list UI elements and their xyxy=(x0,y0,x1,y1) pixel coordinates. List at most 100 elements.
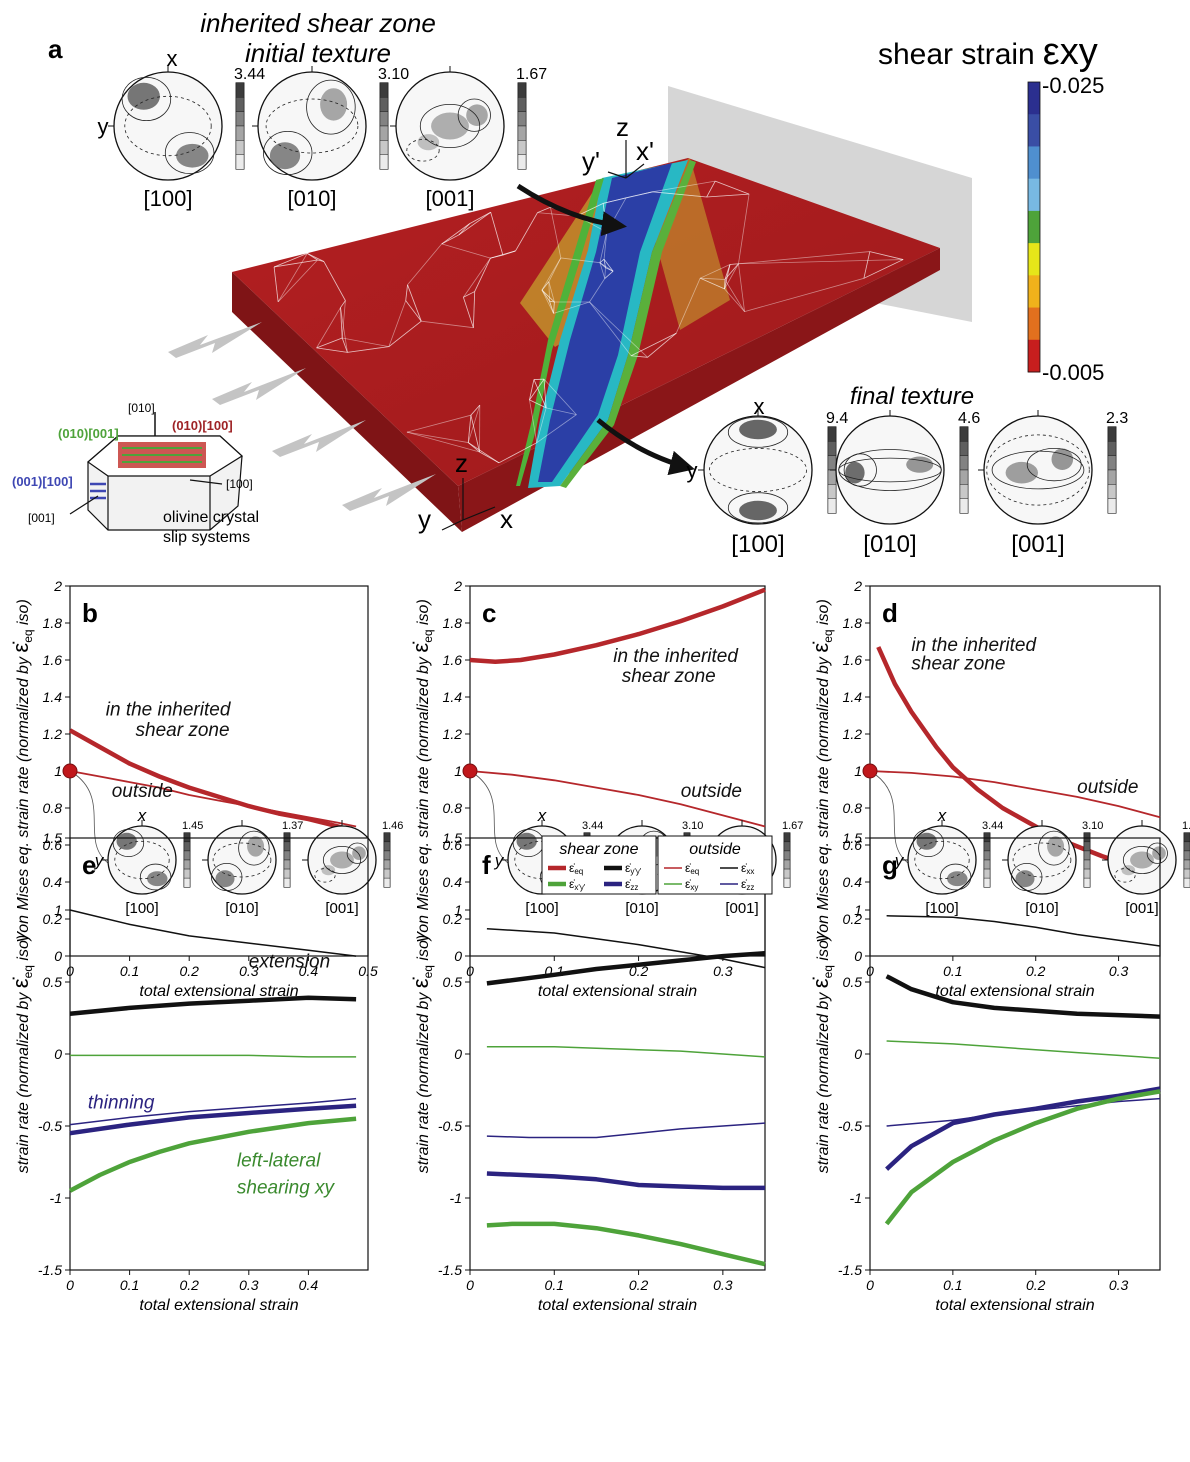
pole-label: [001] xyxy=(1125,900,1158,917)
pole-max-value: 3.10 xyxy=(682,820,703,832)
density-blob xyxy=(739,501,777,520)
y-tick-label: 1.2 xyxy=(843,726,863,742)
pole-figure-010: 3.10[010] xyxy=(1002,820,1103,917)
pole-figure-010: 3.10[010] xyxy=(252,66,409,211)
pole-figure-001: 1.46[001] xyxy=(302,820,403,917)
series-line-0 xyxy=(887,916,1160,946)
y-tick-label: 1.5 xyxy=(443,830,463,846)
y-tick-label: 1.6 xyxy=(443,652,463,668)
chart-annotation: in the inherited xyxy=(106,700,232,721)
panel-letter-d: d xyxy=(882,598,898,628)
y-tick-label: 0.4 xyxy=(843,874,863,890)
y-tick-label: 0.5 xyxy=(43,974,63,990)
x-tick-label: 0.2 xyxy=(629,1277,649,1293)
model-axis-x: x xyxy=(500,504,513,534)
pole-label: [001] xyxy=(325,900,358,917)
chart-annotation: shear zone xyxy=(622,666,716,687)
y-tick-label: 0.4 xyxy=(443,874,463,890)
y-tick-label: 0 xyxy=(54,948,62,964)
series-line-5 xyxy=(487,1224,765,1264)
density-blob xyxy=(322,865,336,875)
x-axis-label: total extensional strain xyxy=(538,1297,697,1314)
series-line-4 xyxy=(487,1174,765,1188)
panel-letter-b: b xyxy=(82,598,98,628)
series-line-1 xyxy=(70,998,356,1014)
density-blob xyxy=(739,420,777,439)
x-tick-label: 0.1 xyxy=(545,1277,564,1293)
colorbar-step xyxy=(1028,82,1040,115)
colorbar-step xyxy=(1028,146,1040,179)
series-line-0 xyxy=(70,910,356,956)
density-blob xyxy=(517,833,537,850)
pole-max-value: 4.6 xyxy=(958,410,980,427)
y-tick-label: 2 xyxy=(453,578,462,594)
pole-axis-x: x xyxy=(167,46,178,71)
x-tick-label: 0.3 xyxy=(713,963,733,979)
shear-axis-x: x' xyxy=(636,136,654,166)
chart-annotation: shear zone xyxy=(136,720,230,741)
y-tick-label: 0.5 xyxy=(843,974,863,990)
density-blob xyxy=(117,833,137,850)
pole-label: [100] xyxy=(144,186,193,211)
pole-max-value: 1.45 xyxy=(182,820,203,832)
y-tick-label: 1.5 xyxy=(43,830,63,846)
series-line-0 xyxy=(487,929,765,968)
pole-label: [010] xyxy=(1025,900,1058,917)
y-tick-label: 1 xyxy=(854,763,862,779)
y-tick-label: 0 xyxy=(454,1046,462,1062)
panel-letter-c: c xyxy=(482,598,496,628)
x-tick-label: 0.1 xyxy=(120,1277,139,1293)
y-tick-label: 0 xyxy=(854,948,862,964)
pole-label: [100] xyxy=(125,900,158,917)
x-axis-label: total extensional strain xyxy=(538,983,697,1000)
density-blob xyxy=(431,113,469,140)
series-line-2 xyxy=(70,1055,356,1057)
pole-label: [001] xyxy=(725,900,758,917)
pole-max-value: 3.44 xyxy=(234,66,265,83)
legend-title-shear: shear zone xyxy=(559,841,638,858)
density-blob xyxy=(1130,852,1154,869)
density-blob xyxy=(215,870,234,887)
slip-010-001: (010)[001] xyxy=(58,426,119,441)
y-tick-label: 1.8 xyxy=(443,615,463,631)
pole-axis-y: y xyxy=(687,458,698,483)
pole-figure-100: 3.44 [100] xyxy=(108,66,265,211)
density-blob xyxy=(947,871,967,886)
colorbar-step xyxy=(1028,340,1040,373)
pole-max-value: 1.67 xyxy=(782,820,803,832)
series-line-2 xyxy=(887,1041,1160,1058)
y-tick-label: 0.4 xyxy=(43,874,63,890)
y-tick-label: 0 xyxy=(454,948,462,964)
y-tick-label: 1 xyxy=(454,763,462,779)
plot-frame xyxy=(70,586,368,956)
y-tick-label: 0 xyxy=(54,1046,62,1062)
x-tick-label: 0.2 xyxy=(179,963,199,979)
x-tick-label: 0.3 xyxy=(713,1277,733,1293)
density-blob xyxy=(1006,462,1038,484)
colorbar-step xyxy=(1028,275,1040,308)
plot-frame xyxy=(870,838,1160,1270)
y-tick-label: 1.2 xyxy=(43,726,63,742)
density-blob xyxy=(270,142,300,169)
y-axis-label: strain rate (normalized by ε̇eq iso) xyxy=(408,935,435,1173)
pole-figure-010: 1.37[010] xyxy=(202,820,303,917)
marker-leader xyxy=(476,775,508,863)
y-tick-label: 1.6 xyxy=(43,652,63,668)
y-axis-label: Von Mises eq. strain rate (normalized by… xyxy=(8,599,35,943)
density-blob xyxy=(128,83,160,110)
density-blob xyxy=(1015,870,1034,887)
chart-annotation: outside xyxy=(112,781,173,802)
y-tick-label: -1 xyxy=(450,1190,462,1206)
colorbar-step xyxy=(1028,308,1040,341)
model-axis-z: z xyxy=(455,448,468,478)
initial-texture-poles: 3.44[100]3.10[010]1.67[001]xy xyxy=(98,46,548,211)
y-tick-label: 0 xyxy=(854,1046,862,1062)
slip-001-100: (001)[100] xyxy=(12,474,73,489)
chart-annotation: shearing xy xyxy=(237,1178,336,1199)
pole-figure-001: 2.3[001] xyxy=(978,410,1128,558)
x-tick-label: 0.2 xyxy=(179,1277,199,1293)
y-tick-label: 1 xyxy=(54,902,62,918)
